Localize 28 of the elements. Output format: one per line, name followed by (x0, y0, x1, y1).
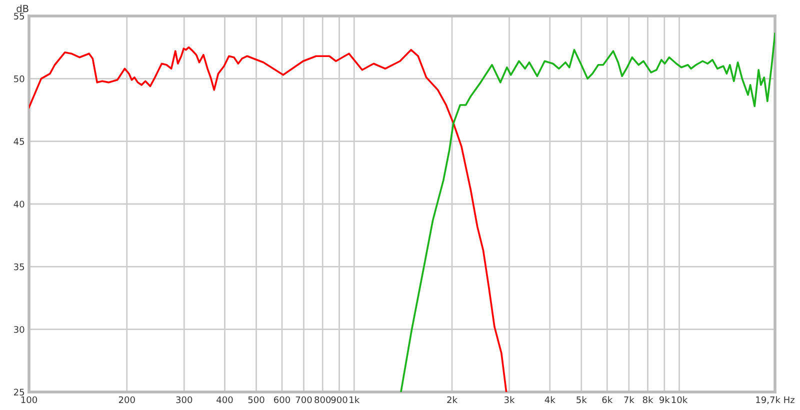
x-tick-label: 1k (350, 396, 360, 404)
x-tick-label: 7k (624, 396, 634, 404)
x-tick-label: 4k (544, 396, 556, 404)
y-axis-title: dB (16, 4, 28, 12)
x-tick-label: 10k (672, 396, 688, 404)
x-tick-label: 900 (331, 396, 348, 404)
x-tick-label: 300 (176, 396, 192, 404)
x-tick-label: 6k (602, 396, 613, 404)
x-tick-label: 3k (504, 396, 515, 404)
x-tick-label: 400 (216, 396, 233, 404)
x-tick-label: 19,7k Hz (756, 396, 794, 404)
y-tick-label: 55 (14, 12, 24, 20)
x-tick-label: 700 (296, 396, 312, 404)
y-tick-label: 45 (14, 138, 24, 145)
x-tick-label: 200 (118, 396, 135, 404)
x-tick-label: 2k (447, 396, 458, 404)
x-tick-label: 100 (21, 396, 38, 404)
y-tick-label: 50 (14, 75, 24, 82)
x-tick-label: 800 (314, 396, 331, 404)
x-tick-label: 8k (642, 396, 654, 404)
x-tick-label: 600 (274, 396, 290, 404)
y-tick-label: 25 (14, 388, 24, 396)
x-tick-label: 9k (659, 396, 670, 404)
y-tick-label: 40 (14, 200, 24, 208)
x-tick-label: 5k (576, 396, 587, 404)
y-tick-label: 30 (14, 326, 24, 333)
y-tick-label: 35 (14, 263, 24, 270)
x-tick-label: 500 (248, 396, 264, 404)
